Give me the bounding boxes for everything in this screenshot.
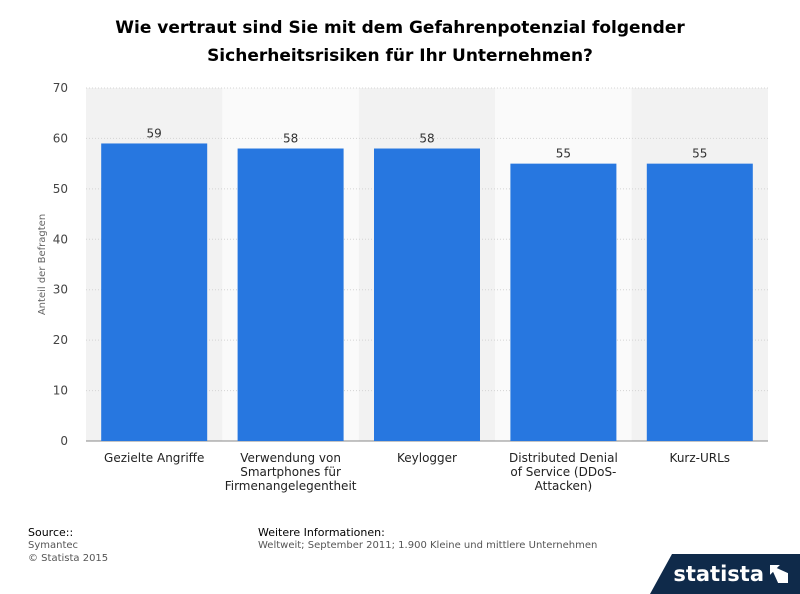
y-tick-label-3: 30: [53, 283, 68, 297]
bar-value-label-0: 59: [147, 126, 162, 140]
x-tick-label-line: Distributed Denial: [509, 451, 618, 465]
x-tick-label-line: Firmenangelegentheit: [225, 479, 357, 493]
y-tick-label-7: 70: [53, 81, 68, 95]
copyright: © Statista 2015: [28, 553, 109, 564]
y-tick-label-2: 20: [53, 333, 68, 347]
bar-value-label-3: 55: [556, 147, 571, 161]
bar-1: [237, 148, 344, 441]
source-name: Symantec: [28, 540, 79, 551]
brand-name: statista: [673, 562, 764, 586]
source-block: Source:: Symantec © Statista 2015: [28, 526, 108, 565]
bar-value-label-2: 58: [419, 132, 434, 146]
x-tick-label-line: Kurz-URLs: [670, 451, 731, 465]
x-tick-label-1: Verwendung von Smartphones für Firmenangel…: [225, 451, 357, 493]
x-tick-label-2: Keylogger: [397, 451, 457, 465]
info-label: Weitere Informationen:: [258, 526, 385, 539]
x-tick-label-3: Distributed Denial of Service (DDoS-Attac…: [509, 451, 618, 493]
chart-title: Wie vertraut sind Sie mit dem Gefahrenpo…: [40, 14, 760, 70]
x-tick-label-4: Kurz-URLs: [670, 451, 731, 465]
chart-title-line-1: Wie vertraut sind Sie mit dem Gefahrenpo…: [115, 18, 685, 38]
y-tick-label-5: 50: [53, 182, 68, 196]
y-tick-label-1: 10: [53, 384, 68, 398]
bar-0: [101, 143, 208, 441]
bar-2: [374, 148, 480, 441]
bar-3: [510, 163, 617, 441]
y-tick-label-0: 0: [60, 434, 68, 448]
x-tick-label-0: Gezielte Angriffe: [104, 451, 204, 465]
x-tick-label-line: Smartphones für: [240, 465, 341, 479]
x-tick-label-line: of Service (DDoS-: [510, 465, 616, 479]
x-tick-label-line: Keylogger: [397, 451, 457, 465]
x-tick-label-line: Verwendung von: [240, 451, 341, 465]
statista-logo-icon: [770, 565, 788, 583]
y-axis-label: Anteil der Befragten: [37, 214, 48, 315]
bar-4: [646, 163, 753, 441]
y-tick-label-6: 60: [53, 131, 68, 145]
bar-value-label-4: 55: [692, 147, 707, 161]
statista-logo[interactable]: statista: [650, 554, 800, 594]
y-tick-label-4: 40: [53, 232, 68, 246]
info-text: Weltweit; September 2011; 1.900 Kleine u…: [258, 540, 598, 551]
x-tick-label-line: Attacken): [535, 479, 593, 493]
info-block: Weitere Informationen: Weltweit; Septemb…: [258, 526, 597, 552]
x-tick-label-line: Gezielte Angriffe: [104, 451, 204, 465]
chart-title-line-2: Sicherheitsrisiken für Ihr Unternehmen?: [207, 46, 593, 66]
source-label: Source::: [28, 526, 74, 539]
bar-value-label-1: 58: [283, 132, 298, 146]
